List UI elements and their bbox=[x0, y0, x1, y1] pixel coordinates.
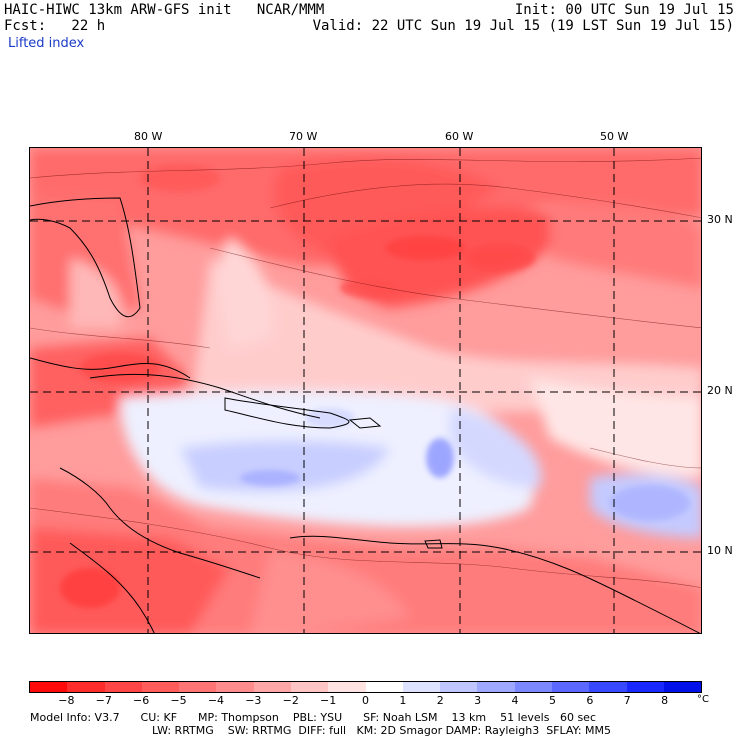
colorbar-cell bbox=[663, 682, 702, 692]
map-canvas bbox=[30, 148, 701, 633]
colorbar-tick-label: 2 bbox=[436, 694, 444, 707]
colorbar-cell bbox=[290, 682, 329, 692]
lat-label-20n: 20 N bbox=[707, 384, 733, 397]
field-speckle bbox=[60, 164, 690, 608]
colorbar-tick-label: −3 bbox=[245, 694, 262, 707]
colorbar-cell bbox=[589, 682, 627, 692]
field-shading bbox=[30, 148, 701, 633]
colorbar-cell bbox=[216, 682, 254, 692]
colorbar-cell bbox=[626, 682, 664, 692]
colorbar-cell bbox=[440, 682, 478, 692]
lon-label-60w: 60 W bbox=[445, 130, 474, 143]
colorbar bbox=[29, 681, 702, 693]
colorbar-tick-label: −5 bbox=[170, 694, 187, 707]
colorbar-cell bbox=[30, 682, 68, 692]
lat-lon-grid bbox=[30, 148, 701, 633]
valid-time: Valid: 22 UTC Sun 19 Jul 15 (19 LST Sun … bbox=[312, 18, 734, 34]
model-title: HAIC-HIWC 13km ARW-GFS init NCAR/MMM bbox=[4, 2, 325, 18]
colorbar-tick-label: 0 bbox=[362, 694, 369, 707]
model-info-line-1: Model Info: V3.7 CU: KF MP: Thompson PBL… bbox=[30, 711, 596, 724]
colorbar-tick-label: −7 bbox=[95, 694, 112, 707]
lon-label-50w: 50 W bbox=[600, 130, 629, 143]
colorbar-tick-label: 1 bbox=[399, 694, 407, 707]
colorbar-cell bbox=[328, 682, 366, 692]
colorbar-cell bbox=[365, 682, 403, 692]
lat-label-10n: 10 N bbox=[707, 544, 733, 557]
lon-label-80w: 80 W bbox=[134, 130, 163, 143]
colorbar-cell bbox=[141, 682, 180, 692]
colorbar-tick-labels: −8 −7 −6 −5 −4 −3 −2 −1 0 1 2 3 4 5 6 7 8 bbox=[29, 694, 702, 708]
model-info-line-2: LW: RRTMG SW: RRTMG DIFF: full KM: 2D Sm… bbox=[152, 724, 612, 737]
coastlines bbox=[30, 197, 701, 633]
colorbar-tick-label: −2 bbox=[282, 694, 299, 707]
colorbar-tick-label: −4 bbox=[207, 694, 225, 707]
colorbar-cell bbox=[253, 682, 291, 692]
init-time: Init: 00 UTC Sun 19 Jul 15 bbox=[514, 2, 734, 18]
colorbar-tick-label: 6 bbox=[586, 694, 594, 707]
colorbar-tick-label: −8 bbox=[58, 694, 75, 707]
lon-label-70w: 70 W bbox=[289, 130, 318, 143]
colorbar-cell bbox=[402, 682, 441, 692]
colorbar-cell bbox=[179, 682, 217, 692]
lat-label-30n: 30 N bbox=[707, 213, 733, 226]
colorbar-cell bbox=[551, 682, 590, 692]
colorbar-tick-label: 7 bbox=[623, 694, 631, 707]
colorbar-tick-label: 3 bbox=[474, 694, 482, 707]
colorbar-tick-label: 5 bbox=[548, 694, 556, 707]
colorbar-tick-label: 8 bbox=[661, 694, 669, 707]
forecast-hour: Fcst: 22 h bbox=[4, 18, 106, 34]
colorbar-cell bbox=[477, 682, 515, 692]
colorbar-tick-label: −1 bbox=[320, 694, 337, 707]
colorbar-tick-label: 4 bbox=[511, 694, 519, 707]
colorbar-tick-label: −6 bbox=[133, 694, 150, 707]
colorbar-cell bbox=[514, 682, 552, 692]
colorbar-unit: °C bbox=[697, 694, 709, 705]
colorbar-cell bbox=[67, 682, 105, 692]
colorbar-cell bbox=[104, 682, 142, 692]
lifted-index-contours bbox=[30, 157, 701, 588]
field-name: Lifted index bbox=[8, 36, 85, 51]
lifted-index-map bbox=[29, 147, 702, 634]
